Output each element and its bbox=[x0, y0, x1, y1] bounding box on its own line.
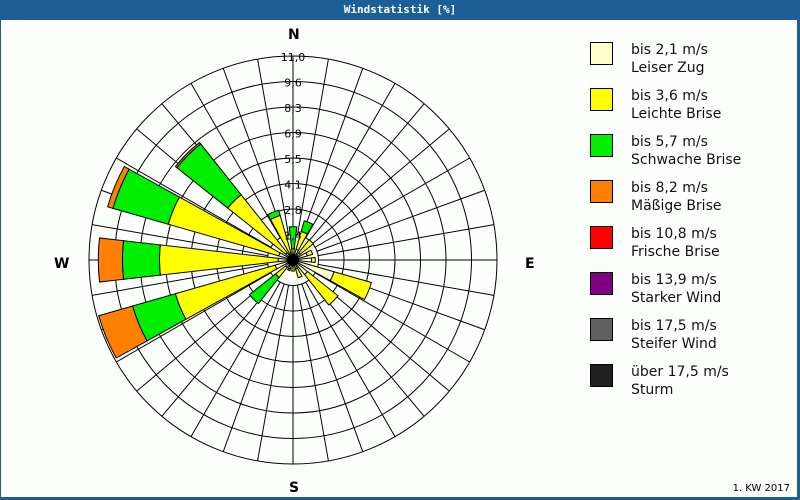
south-label: S bbox=[289, 480, 300, 496]
legend-swatch bbox=[590, 272, 613, 295]
west-label: W bbox=[54, 256, 70, 272]
legend-label: bis 2,1 m/s Leiser Zug bbox=[631, 42, 708, 76]
svg-text:4,1: 4,1 bbox=[284, 179, 302, 192]
legend-swatch bbox=[590, 364, 613, 387]
legend-label: bis 17,5 m/s Steifer Wind bbox=[631, 318, 717, 352]
legend-swatch bbox=[590, 88, 613, 111]
svg-text:11,0: 11,0 bbox=[281, 51, 306, 64]
legend-swatch bbox=[590, 226, 613, 249]
svg-text:9,6: 9,6 bbox=[284, 77, 302, 90]
legend-label: bis 10,8 m/s Frische Brise bbox=[631, 226, 720, 260]
svg-text:1,4: 1,4 bbox=[284, 230, 302, 243]
legend-label: bis 13,9 m/s Starker Wind bbox=[631, 272, 722, 306]
legend-label: bis 5,7 m/s Schwache Brise bbox=[631, 134, 742, 168]
legend-label: über 17,5 m/s Sturm bbox=[631, 364, 729, 398]
legend-swatch bbox=[590, 134, 613, 157]
svg-text:6,9: 6,9 bbox=[284, 128, 302, 141]
east-label: E bbox=[525, 256, 535, 272]
legend-label: bis 8,2 m/s Mäßige Brise bbox=[631, 180, 722, 214]
chart-title: Windstatistik [%] bbox=[343, 3, 457, 16]
period-label: 1. KW 2017 bbox=[732, 483, 790, 494]
svg-text:2,8: 2,8 bbox=[284, 204, 302, 217]
legend-swatch bbox=[590, 318, 613, 341]
legend-swatch bbox=[590, 42, 613, 65]
legend-label: bis 3,6 m/s Leichte Brise bbox=[631, 88, 722, 122]
svg-text:8,3: 8,3 bbox=[284, 102, 302, 115]
svg-text:5,5: 5,5 bbox=[284, 153, 302, 166]
north-label: N bbox=[288, 27, 300, 43]
legend-swatch bbox=[590, 180, 613, 203]
